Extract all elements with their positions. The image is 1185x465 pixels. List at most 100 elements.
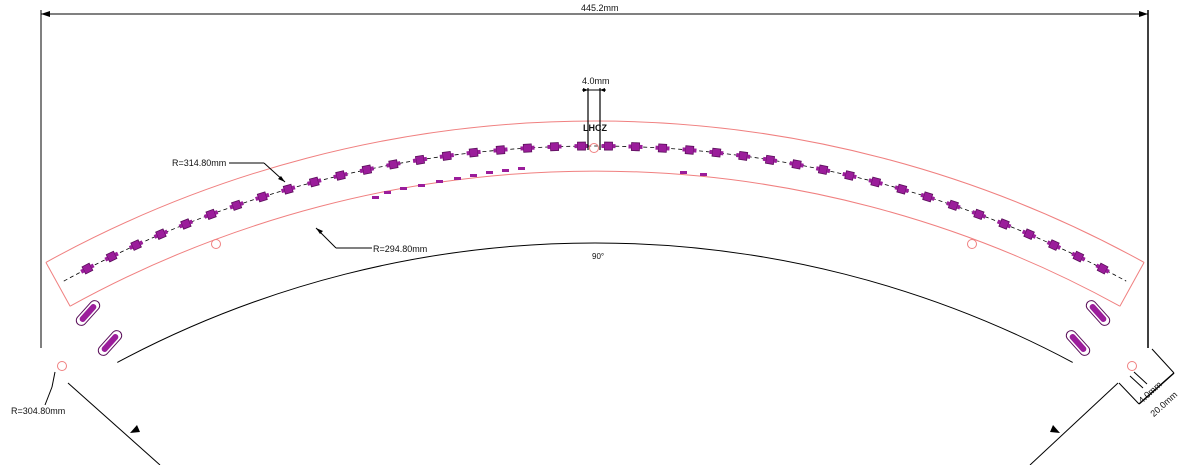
led-component xyxy=(307,176,322,188)
led-body xyxy=(922,191,934,203)
led-pad-left xyxy=(682,147,686,152)
led-pad-left xyxy=(628,144,632,149)
capsule-fill xyxy=(101,334,119,352)
led-pad-right xyxy=(981,213,987,219)
led-component xyxy=(574,141,589,151)
led-pad-left xyxy=(359,168,364,174)
led-component xyxy=(789,159,804,170)
led-body xyxy=(335,170,346,181)
led-component xyxy=(1071,250,1086,263)
led-component xyxy=(815,164,831,175)
led-pad-left xyxy=(842,171,847,177)
led-pad-left xyxy=(203,213,209,219)
led-pad-left xyxy=(80,268,85,274)
led-pad-left xyxy=(307,181,311,186)
led-component xyxy=(547,142,562,152)
led-body xyxy=(973,208,985,221)
led-component xyxy=(655,143,670,153)
led-component xyxy=(520,143,535,153)
led-pad-left xyxy=(547,144,551,149)
left-arrow xyxy=(130,425,140,433)
left-extension-line xyxy=(67,382,161,465)
led-component xyxy=(920,191,935,203)
led-component xyxy=(894,183,910,195)
led-pad-right xyxy=(343,171,348,177)
led-body xyxy=(817,164,829,175)
led-body xyxy=(522,143,533,153)
led-component xyxy=(466,147,481,158)
led-pad-right xyxy=(214,210,219,215)
left-end-cap xyxy=(45,262,71,307)
led-pad-left xyxy=(493,148,497,153)
led-component xyxy=(493,145,508,155)
led-body xyxy=(256,191,268,203)
led-pad-left xyxy=(280,188,285,194)
led-pad-right xyxy=(879,181,883,186)
resistor xyxy=(454,177,461,180)
capsule-fill xyxy=(1089,304,1107,322)
mounting-hole xyxy=(211,239,221,249)
angle-arc-line xyxy=(117,242,1073,363)
resistor xyxy=(436,180,443,183)
right-extension-line xyxy=(1029,382,1119,465)
led-body xyxy=(684,145,695,155)
led-body xyxy=(441,150,452,161)
led-pad-right xyxy=(163,229,169,235)
led-body xyxy=(282,183,294,195)
led-pad-left xyxy=(1021,229,1027,235)
led-pad-left xyxy=(946,201,951,206)
mounting-hole xyxy=(57,361,67,371)
led-component xyxy=(280,183,296,195)
led-component xyxy=(1021,228,1037,240)
led-body xyxy=(998,218,1010,230)
led-pad-left xyxy=(601,144,605,149)
connector-capsule xyxy=(1065,330,1091,356)
led-pad-right xyxy=(265,192,270,198)
led-pad-left xyxy=(386,163,390,168)
led-body xyxy=(205,208,217,221)
led-pad-left xyxy=(439,154,444,159)
top-slot-dimension: 4.0mm LHCZ xyxy=(582,76,610,150)
led-component xyxy=(1046,239,1062,251)
led-component xyxy=(333,170,348,181)
led-pad-right xyxy=(612,144,616,149)
mounting-hole xyxy=(967,239,977,249)
led-pad-left xyxy=(178,223,183,229)
led-body xyxy=(896,183,908,195)
led-pad-right xyxy=(291,185,296,191)
angle-dimension-arc xyxy=(67,242,1119,465)
led-component xyxy=(178,218,194,230)
led-pad-right xyxy=(1032,233,1037,239)
led-body xyxy=(308,176,320,188)
resistor xyxy=(400,187,407,190)
led-body xyxy=(414,154,426,165)
led-pad-right xyxy=(188,219,194,225)
led-pad-right xyxy=(90,263,95,269)
led-component xyxy=(682,145,697,155)
led-pad-left xyxy=(412,158,417,163)
led-pad-left xyxy=(920,192,925,198)
outer-radius-label: R=314.80mm xyxy=(172,158,226,168)
center-radius-callout: R=304.80mm xyxy=(11,371,65,416)
led-pad-right xyxy=(504,147,508,152)
led-pad-right xyxy=(852,174,857,180)
mounting-hole xyxy=(1127,361,1137,371)
resistor xyxy=(418,184,425,187)
led-body xyxy=(791,159,802,170)
led-component xyxy=(104,250,119,263)
led-component xyxy=(359,164,375,175)
led-body xyxy=(180,218,192,230)
led-pad-left xyxy=(153,233,158,239)
led-component xyxy=(709,147,724,158)
led-body xyxy=(231,199,243,211)
led-pad-left xyxy=(104,256,109,262)
led-component xyxy=(946,199,961,211)
led-pad-left xyxy=(333,174,338,180)
inner-radius-label: R=294.80mm xyxy=(373,244,427,254)
led-pad-right xyxy=(114,251,119,257)
mounting-hole xyxy=(589,143,599,153)
led-pad-right xyxy=(905,188,910,194)
led-component xyxy=(255,191,270,203)
led-component xyxy=(735,150,751,161)
led-pad-left xyxy=(466,151,470,156)
